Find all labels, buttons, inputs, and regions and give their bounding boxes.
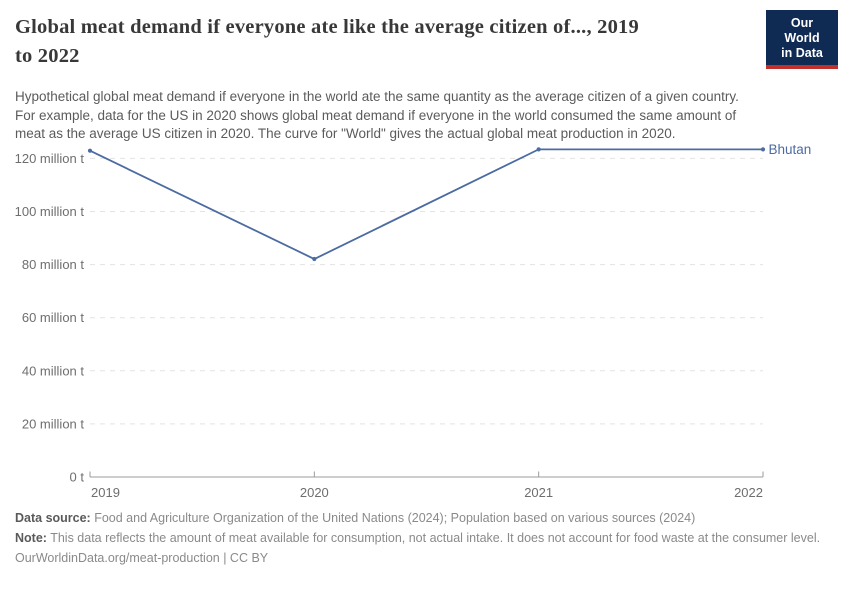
- y-axis-tick-label: 40 million t: [22, 363, 85, 378]
- note-label: Note:: [15, 530, 47, 545]
- chart-title-line-1: Global meat demand if everyone ate like …: [15, 16, 639, 38]
- y-axis-tick-label: 100 million t: [15, 204, 85, 219]
- data-point-marker[interactable]: [312, 256, 317, 262]
- data-point-marker[interactable]: [760, 147, 766, 152]
- chart-footer: Data source: Food and Agriculture Organi…: [15, 511, 827, 567]
- owid-logo[interactable]: Our World in Data: [766, 10, 838, 69]
- data-source-label: Data source:: [15, 511, 91, 525]
- citation-line: OurWorldinData.org/meat-production | CC …: [15, 551, 269, 565]
- chart-subtitle-line-3: meat as the average US citizen in 2020. …: [15, 126, 676, 141]
- x-axis-tick-label: 2022: [734, 485, 763, 500]
- data-point-marker[interactable]: [87, 148, 93, 153]
- y-axis-tick-label: 0 t: [70, 470, 85, 485]
- series-end-label[interactable]: Bhutan: [769, 142, 812, 157]
- x-axis-tick-label: 2019: [91, 485, 120, 500]
- y-axis-tick-label: 20 million t: [22, 416, 85, 431]
- y-axis-tick-label: 60 million t: [22, 310, 85, 325]
- chart-title: Global meat demand if everyone ate like …: [15, 13, 755, 71]
- line-chart-plot-area[interactable]: 0 t 20 million t 40 million t 60 million t 8…: [0, 140, 850, 505]
- data-point-marker[interactable]: [536, 147, 541, 152]
- x-axis-tick-label: 2021: [524, 485, 553, 500]
- chart-subtitle-line-2: For example, data for the US in 2020 sho…: [15, 107, 737, 123]
- chart-subtitle-line-1: Hypothetical global meat demand if every…: [15, 89, 739, 104]
- data-source-text: Food and Agriculture Organization of the…: [90, 511, 696, 525]
- series-line[interactable]: [89, 148, 764, 260]
- y-axis-tick-label: 80 million t: [22, 257, 85, 272]
- owid-logo-line-1: Our World: [784, 16, 820, 45]
- chart-title-line-2: to 2022: [15, 45, 80, 67]
- chart-subtitle: Hypothetical global meat demand if every…: [15, 88, 833, 144]
- note-text: This data reflects the amount of meat av…: [46, 530, 821, 545]
- note-line: Note: This data reflects the amount of m…: [15, 531, 827, 547]
- y-axis-tick-label: 120 million t: [15, 151, 85, 166]
- owid-logo-line-2: in Data: [781, 46, 823, 60]
- data-source-line: Data source: Food and Agriculture Organi…: [15, 511, 827, 527]
- x-axis-tick-label: 2020: [300, 485, 329, 500]
